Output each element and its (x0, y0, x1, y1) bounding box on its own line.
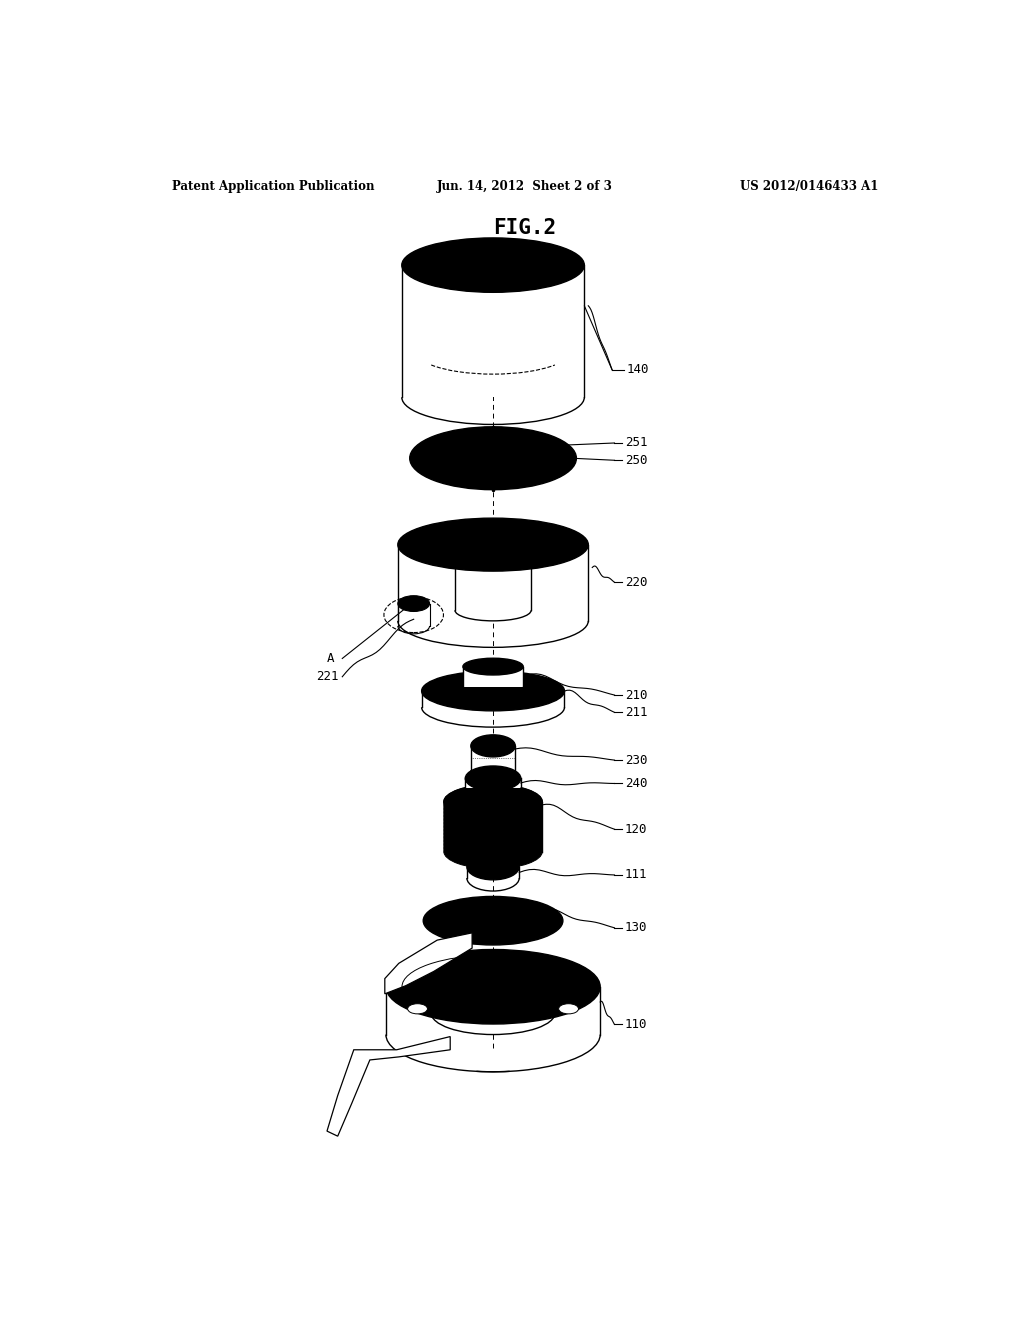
Ellipse shape (455, 535, 531, 556)
Ellipse shape (443, 824, 543, 858)
Polygon shape (385, 933, 472, 994)
Text: 140: 140 (627, 363, 649, 376)
Text: 120: 120 (625, 822, 647, 836)
Ellipse shape (443, 828, 543, 862)
Text: 221: 221 (315, 671, 338, 684)
Ellipse shape (422, 671, 564, 711)
Ellipse shape (423, 896, 563, 945)
Text: 111: 111 (625, 869, 647, 882)
Ellipse shape (443, 803, 543, 837)
Text: 230: 230 (625, 754, 647, 767)
Ellipse shape (465, 766, 521, 791)
Polygon shape (443, 801, 543, 851)
Ellipse shape (443, 788, 543, 822)
Ellipse shape (443, 799, 543, 833)
Ellipse shape (397, 595, 430, 611)
Ellipse shape (475, 451, 511, 465)
Ellipse shape (477, 915, 509, 927)
Ellipse shape (398, 519, 588, 572)
Polygon shape (327, 1036, 451, 1137)
Text: A: A (327, 652, 334, 665)
Polygon shape (397, 545, 588, 620)
Ellipse shape (425, 433, 561, 484)
Ellipse shape (443, 813, 543, 847)
Text: 250: 250 (625, 454, 647, 467)
Text: 211: 211 (625, 706, 647, 719)
Ellipse shape (443, 792, 543, 826)
Ellipse shape (453, 444, 534, 474)
Text: 251: 251 (625, 437, 647, 450)
Text: 130: 130 (625, 921, 647, 935)
Ellipse shape (415, 429, 571, 488)
Text: US 2012/0146433 A1: US 2012/0146433 A1 (739, 181, 878, 193)
Ellipse shape (443, 809, 543, 843)
Ellipse shape (443, 820, 543, 854)
Polygon shape (471, 746, 515, 771)
Ellipse shape (559, 1003, 579, 1014)
Ellipse shape (401, 238, 585, 292)
Polygon shape (401, 265, 585, 397)
Ellipse shape (408, 1003, 427, 1014)
Ellipse shape (471, 735, 515, 756)
Ellipse shape (443, 817, 543, 851)
Ellipse shape (443, 834, 543, 869)
Polygon shape (465, 779, 521, 788)
Text: Patent Application Publication: Patent Application Publication (172, 181, 374, 193)
Ellipse shape (443, 784, 543, 818)
Text: Jun. 14, 2012  Sheet 2 of 3: Jun. 14, 2012 Sheet 2 of 3 (437, 181, 612, 193)
Ellipse shape (386, 949, 600, 1024)
Ellipse shape (472, 450, 514, 466)
Text: FIG.2: FIG.2 (494, 218, 556, 238)
Ellipse shape (443, 830, 543, 865)
Text: 220: 220 (625, 576, 647, 589)
Text: 240: 240 (625, 777, 647, 789)
Polygon shape (422, 690, 564, 708)
Ellipse shape (443, 440, 543, 477)
Text: 210: 210 (625, 689, 647, 701)
Ellipse shape (443, 796, 543, 829)
Ellipse shape (443, 807, 543, 841)
Ellipse shape (463, 659, 523, 675)
Text: 110: 110 (625, 1018, 647, 1031)
Ellipse shape (431, 965, 555, 1008)
Polygon shape (463, 667, 523, 686)
Polygon shape (467, 867, 519, 878)
Polygon shape (386, 987, 600, 1035)
Ellipse shape (433, 436, 553, 480)
Ellipse shape (443, 784, 543, 818)
Ellipse shape (467, 854, 519, 880)
Ellipse shape (463, 447, 523, 470)
Ellipse shape (410, 426, 577, 490)
